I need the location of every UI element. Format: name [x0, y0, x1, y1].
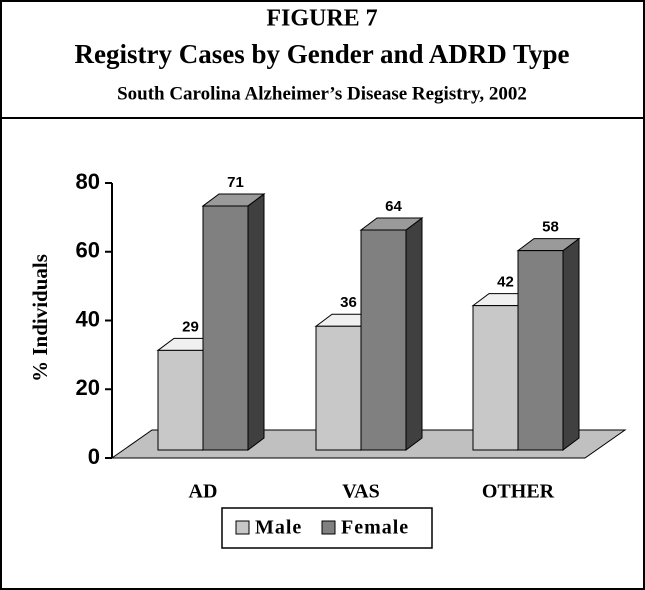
bar [516, 237, 581, 451]
legend-swatch [321, 520, 336, 535]
data-label: 42 [497, 274, 514, 291]
x-tick-label: OTHER [482, 481, 555, 503]
bar [201, 192, 266, 451]
y-tick-label: 60 [76, 238, 100, 263]
figure-label: FIGURE 7 [266, 6, 377, 32]
chart-title: Registry Cases by Gender and ADRD Type [74, 39, 569, 69]
legend-swatch [235, 520, 250, 535]
chart-subtitle: South Carolina Alzheimer’s Disease Regis… [117, 83, 527, 104]
x-tick-label: AD [189, 481, 218, 503]
data-label: 29 [182, 318, 199, 335]
bar-side [247, 192, 265, 451]
data-label: 36 [340, 294, 357, 311]
x-tick-label: VAS [342, 481, 379, 503]
y-tick-label: 20 [76, 375, 100, 400]
data-label: 71 [227, 174, 244, 191]
bar-side [405, 217, 423, 451]
y-tick-label: 0 [88, 444, 100, 469]
bar-front [315, 325, 362, 451]
bar-front [202, 205, 249, 451]
y-axis-label: % Individuals [28, 254, 52, 382]
legend-label: Female [341, 517, 409, 539]
data-label: 58 [542, 219, 559, 236]
y-tick-label: 80 [76, 169, 100, 194]
legend-label: Male [255, 517, 302, 539]
bar-side [562, 237, 580, 451]
y-tick-label: 40 [76, 306, 100, 331]
data-label: 64 [385, 198, 402, 215]
bar-front [157, 349, 204, 451]
bar-front [517, 250, 564, 451]
bar-front [360, 229, 407, 451]
bar [359, 217, 424, 451]
bar-front [472, 305, 519, 451]
